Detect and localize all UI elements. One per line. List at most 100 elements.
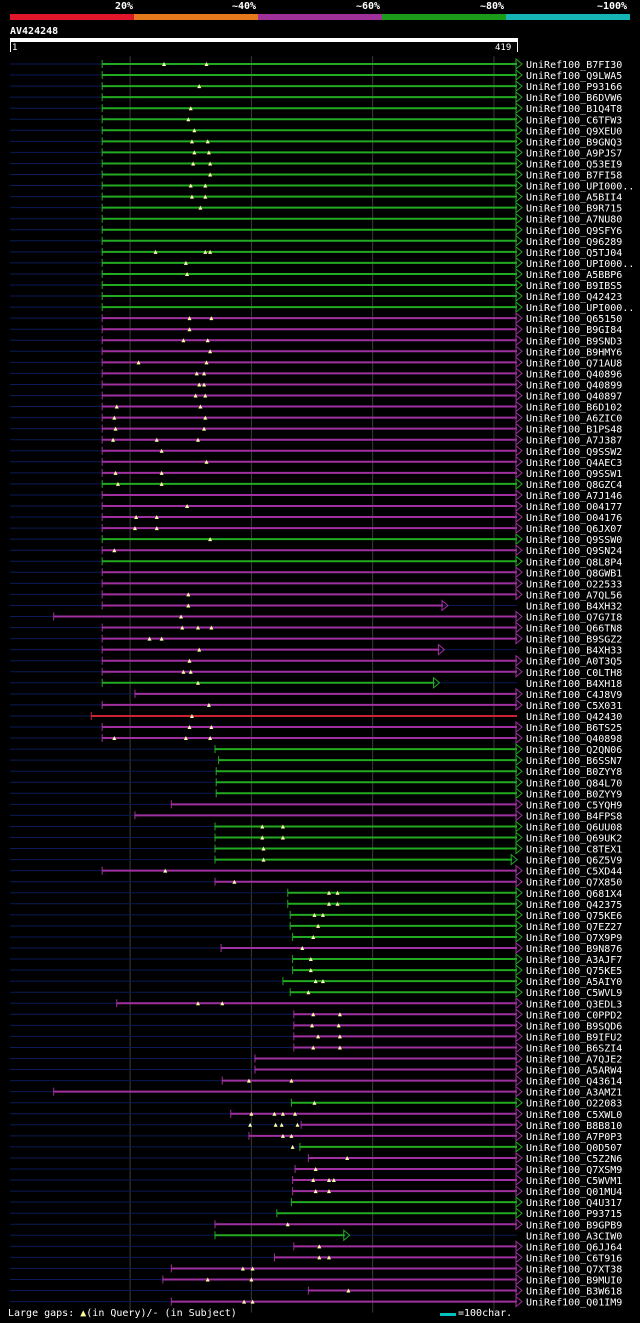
query-gap-marker xyxy=(186,117,191,122)
hit-label: UniRef100_Q40898 xyxy=(526,734,622,745)
hit-label: UniRef100_B9IFU2 xyxy=(526,1032,622,1043)
query-gap-marker xyxy=(208,349,213,354)
hit-label: UniRef100_B9GPB9 xyxy=(526,1220,622,1231)
query-gap-marker xyxy=(159,481,164,486)
query-gap-marker xyxy=(159,636,164,641)
hit-end-arrow xyxy=(515,787,523,800)
query-gap-marker xyxy=(202,382,207,387)
query-gap-marker xyxy=(136,360,141,365)
hit-label: UniRef100_C0PPD2 xyxy=(526,1010,622,1021)
scale-legend-bar xyxy=(440,1313,456,1316)
query-gap-marker xyxy=(209,625,214,630)
hit-end-arrow xyxy=(515,897,523,910)
hit-end-arrow xyxy=(515,720,523,734)
query-gap-marker xyxy=(208,249,213,254)
legend-segment-20 xyxy=(10,14,134,20)
hit-end-arrow xyxy=(515,997,523,1010)
hit-end-arrow xyxy=(515,190,523,203)
hit-label: UniRef100_B7FI30 xyxy=(526,60,622,71)
hit-label: UniRef100_Q40897 xyxy=(526,392,622,403)
hit-label: UniRef100_O22533 xyxy=(526,579,622,590)
scale-start-label: 1 xyxy=(12,43,18,53)
hit-label: UniRef100_C5X031 xyxy=(526,701,622,712)
hit-label: UniRef100_A7QJE2 xyxy=(526,1055,622,1066)
hit-label: UniRef100_Q681X4 xyxy=(526,889,622,900)
query-gap-marker xyxy=(189,139,194,144)
hit-label: UniRef100_A7J387 xyxy=(526,436,622,447)
hit-label: UniRef100_A3CIW0 xyxy=(526,1231,622,1242)
query-gap-marker xyxy=(280,1133,285,1138)
hit-label: UniRef100_Q71AU8 xyxy=(526,358,622,369)
query-gap-marker xyxy=(326,1178,331,1183)
hit-label: UniRef100_Q7X850 xyxy=(526,878,622,889)
hit-label: UniRef100_B3W618 xyxy=(526,1287,622,1298)
hit-label: UniRef100_C6T916 xyxy=(526,1253,622,1264)
hit-end-arrow xyxy=(515,135,523,148)
hit-end-arrow xyxy=(515,444,523,457)
query-gap-marker xyxy=(187,725,192,729)
hit-end-arrow xyxy=(515,168,523,181)
query-gap-marker xyxy=(331,1178,336,1183)
hit-end-arrow xyxy=(515,1019,523,1032)
hit-end-arrow xyxy=(515,400,523,413)
hit-label: UniRef100_Q7XSM9 xyxy=(526,1165,622,1176)
query-gap-marker xyxy=(289,1133,294,1138)
hit-end-arrow xyxy=(515,289,523,303)
hit-label: UniRef100_B8B810 xyxy=(526,1121,622,1132)
identity-legend-bar xyxy=(10,14,630,20)
hit-label: UniRef100_C5WVL9 xyxy=(526,988,622,999)
query-gap-marker xyxy=(337,1012,342,1017)
query-gap-marker xyxy=(317,1255,322,1260)
hit-label: UniRef100_Q6Z5V9 xyxy=(526,856,622,867)
query-gap-marker xyxy=(188,669,193,674)
query-name: AV424248 xyxy=(10,26,59,37)
query-gap-marker xyxy=(159,448,164,453)
hit-end-arrow xyxy=(515,113,523,126)
hit-end-arrow xyxy=(515,1118,523,1131)
hit-label: UniRef100_Q43614 xyxy=(526,1077,622,1088)
hit-label: UniRef100_Q8GZC4 xyxy=(526,480,622,491)
hit-label: UniRef100_C4J8V9 xyxy=(526,690,622,701)
hit-end-arrow xyxy=(515,964,523,977)
hit-label: UniRef100_Q75KE6 xyxy=(526,911,622,922)
hit-end-arrow xyxy=(515,1129,523,1142)
hit-end-arrow xyxy=(515,1284,523,1297)
hit-label: UniRef100_A3AJF7 xyxy=(526,955,622,966)
hit-label: UniRef100_Q6JX07 xyxy=(526,524,622,535)
scale-left-tick xyxy=(10,42,11,52)
query-gap-marker xyxy=(293,1111,298,1116)
query-gap-marker xyxy=(306,990,311,995)
hit-label: UniRef100_Q01IM9 xyxy=(526,1298,622,1309)
hit-label: UniRef100_A7P0P3 xyxy=(526,1132,622,1143)
hit-end-arrow xyxy=(515,301,523,314)
hit-end-arrow xyxy=(515,102,523,115)
query-gap-marker xyxy=(187,327,192,332)
query-gap-marker xyxy=(203,249,208,254)
hit-end-arrow xyxy=(515,555,523,568)
hit-end-arrow xyxy=(515,411,523,424)
hit-end-arrow xyxy=(515,223,523,236)
hit-label: UniRef100_A0T3Q5 xyxy=(526,657,622,668)
query-gap-marker xyxy=(337,1034,342,1039)
hit-end-arrow xyxy=(515,389,523,402)
hit-end-arrow xyxy=(515,809,523,822)
query-gap-marker xyxy=(132,526,137,531)
query-gap-marker xyxy=(316,923,321,928)
hit-end-arrow xyxy=(515,1140,523,1153)
query-gap-legend-icon: ▲ xyxy=(80,1308,87,1319)
query-gap-marker xyxy=(312,912,317,917)
hit-end-arrow xyxy=(515,455,523,468)
hit-label: UniRef100_UPI000.. xyxy=(526,182,634,193)
hit-end-arrow xyxy=(515,654,523,667)
hit-end-arrow xyxy=(515,466,523,479)
hit-end-arrow xyxy=(515,499,523,513)
hit-label: UniRef100_Q4U317 xyxy=(526,1198,622,1209)
query-gap-marker xyxy=(261,857,266,862)
query-gap-marker xyxy=(187,316,192,321)
hit-end-arrow xyxy=(515,212,523,225)
hit-label: UniRef100_B9SQD6 xyxy=(526,1021,622,1032)
hit-end-arrow xyxy=(515,1008,523,1021)
query-gap-marker xyxy=(285,1222,290,1227)
hit-end-arrow xyxy=(515,566,523,579)
query-gap-marker xyxy=(192,150,197,155)
